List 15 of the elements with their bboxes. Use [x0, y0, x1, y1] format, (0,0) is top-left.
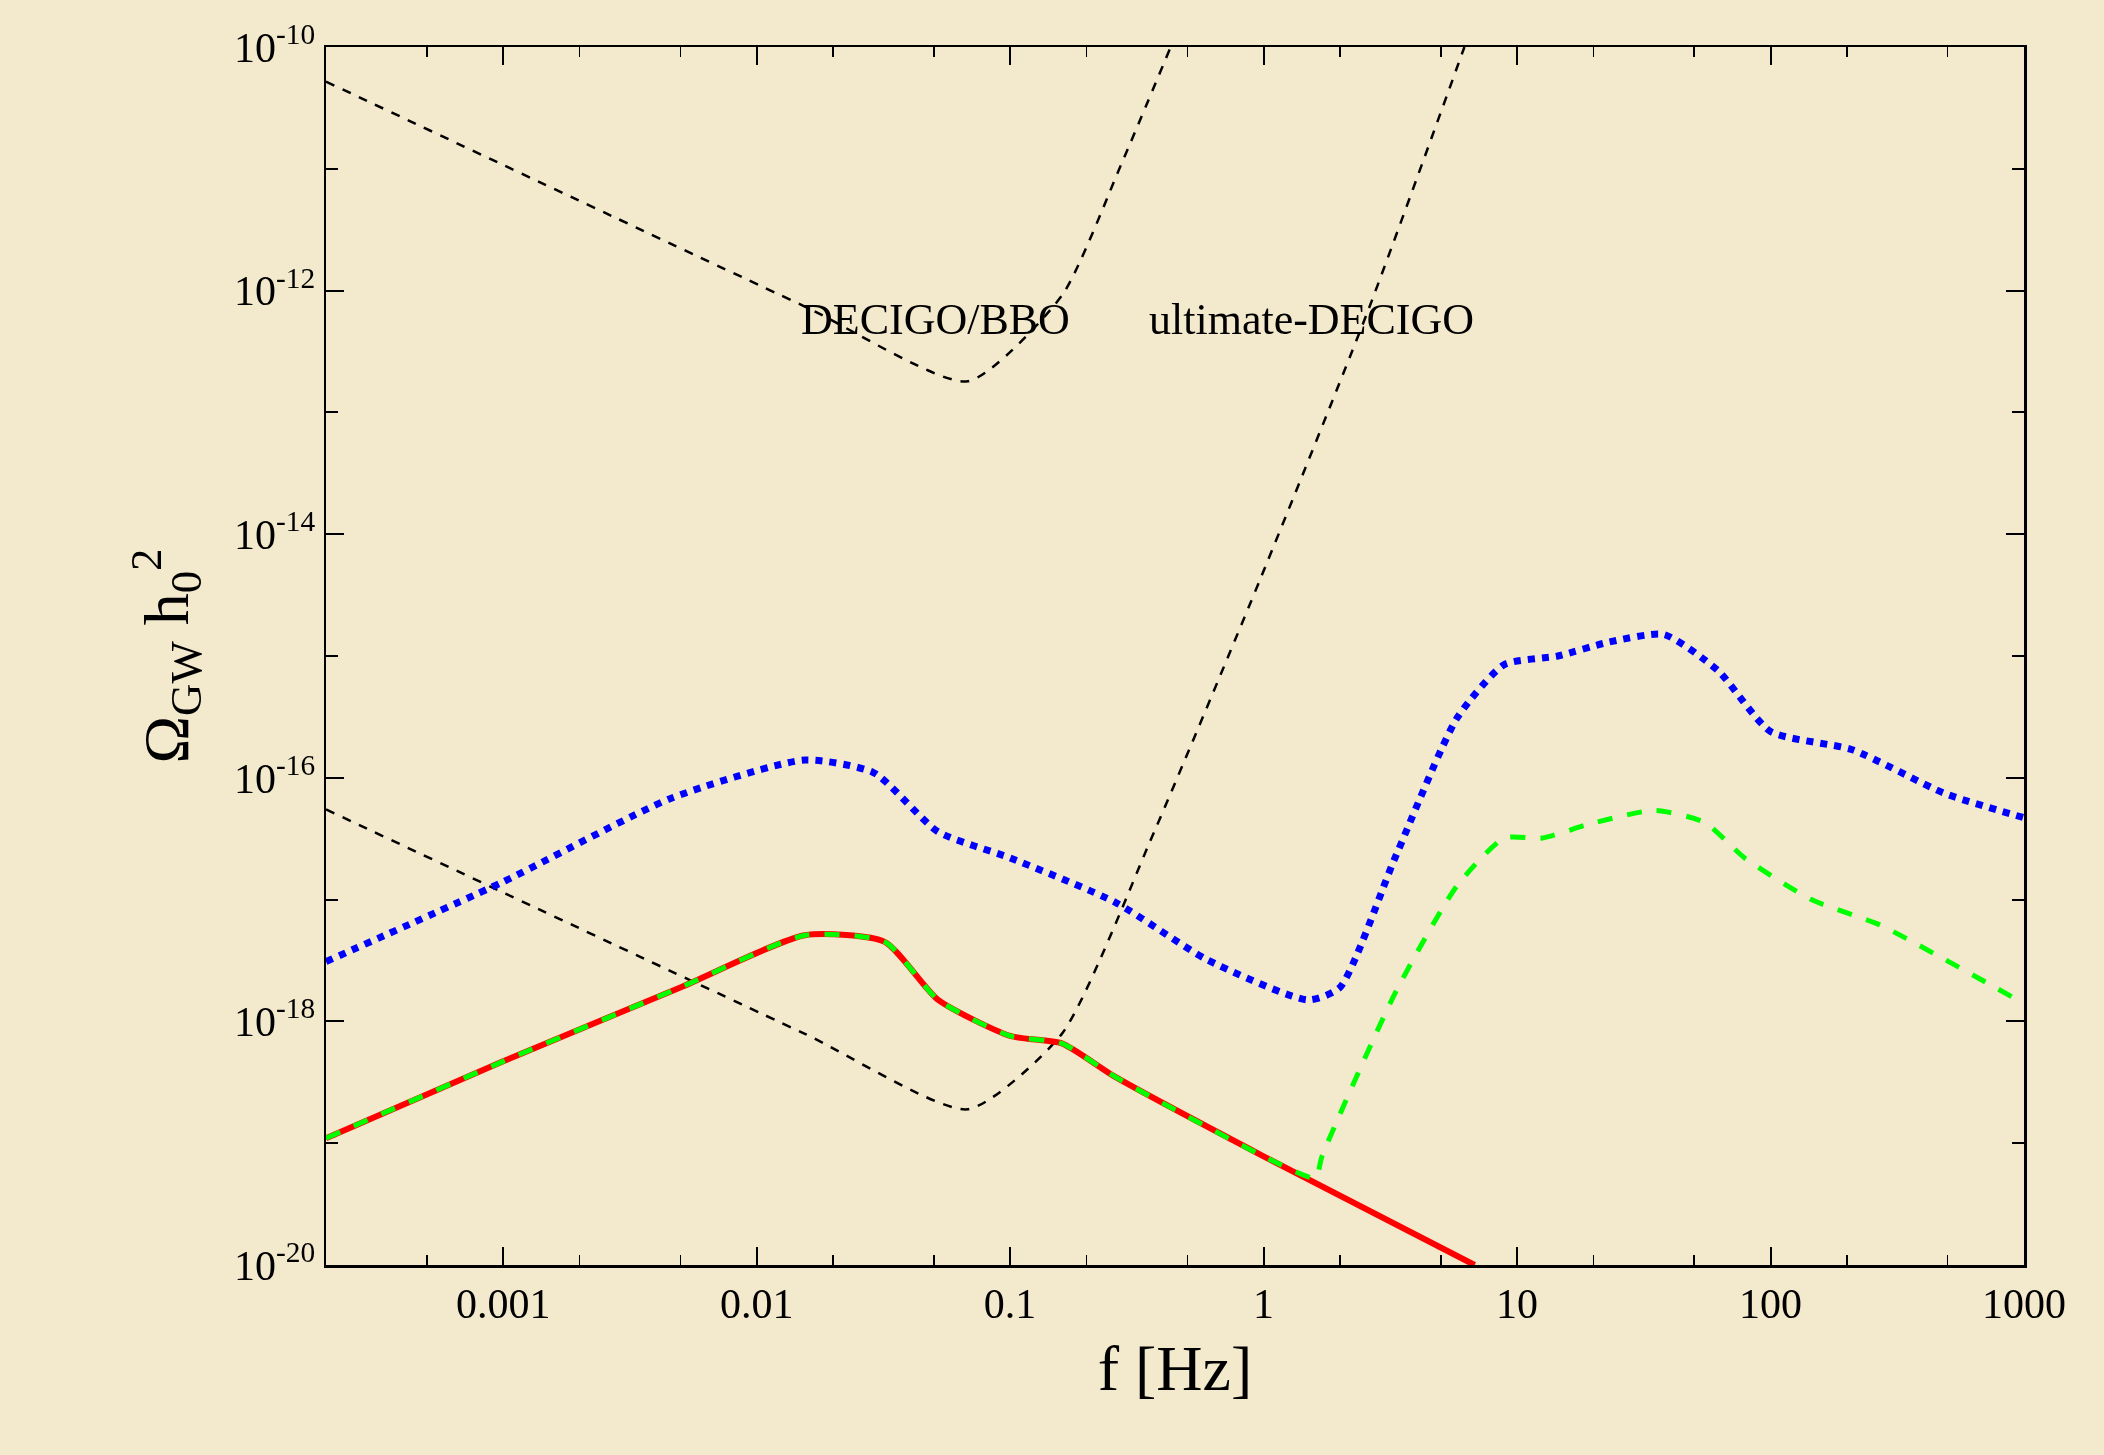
- x-tick-label: 10: [1496, 1280, 1539, 1327]
- x-tick-label: 0.01: [719, 1280, 794, 1327]
- x-tick-label: 100: [1739, 1280, 1803, 1327]
- y-tick-label: 10$^{-10}$: [233, 18, 316, 71]
- y-tick-label: 10$^{-18}$: [233, 992, 316, 1046]
- y-tick-label: 10$^{-16}$: [233, 748, 316, 802]
- y-tick-label: 10$^{-14}$: [233, 505, 316, 558]
- annotation: ultimate-DECIGO: [1149, 295, 1475, 344]
- y-tick-label: 10$^{-20}$: [233, 1236, 316, 1289]
- x-tick-label: 0.1: [983, 1280, 1037, 1327]
- x-tick-label: 0.001: [455, 1280, 551, 1327]
- x-axis-title: f [Hz]: [1097, 1333, 1253, 1405]
- y-tick-label: 10$^{-12}$: [233, 261, 316, 315]
- x-tick-label: 1000: [1982, 1280, 2066, 1327]
- x-tick-label: 1: [1253, 1280, 1275, 1327]
